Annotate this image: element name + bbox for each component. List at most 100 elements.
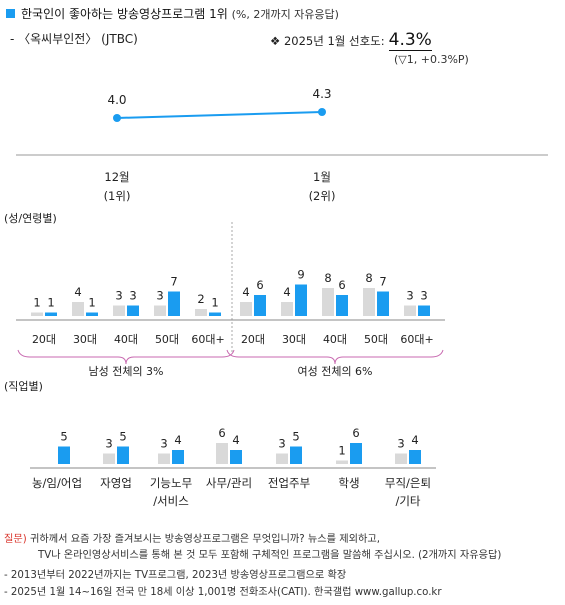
preference-line: ❖ 2025년 1월 선호도: 4.3% xyxy=(270,30,432,51)
female-current-value: 7 xyxy=(379,275,386,289)
occupation-previous-bar xyxy=(216,443,228,464)
occupation-category-label: 무직/은퇴 xyxy=(385,476,431,490)
male-current-bar xyxy=(209,312,221,316)
occupation-current-value: 6 xyxy=(352,426,359,440)
female-previous-value: 4 xyxy=(242,285,249,299)
section-title-gender-age: (성/연령별) xyxy=(4,212,57,225)
age-category-label: 60대+ xyxy=(191,333,224,346)
trend-value-label: 4.0 xyxy=(107,93,126,107)
occupation-previous-bar xyxy=(103,453,115,464)
female-current-bar xyxy=(418,305,430,316)
chart-title: 한국인이 좋아하는 방송영상프로그램 1위 (%, 2개까지 자유응답) xyxy=(6,5,339,22)
occupation-current-bar xyxy=(172,450,184,464)
occupation-current-bar xyxy=(290,446,302,464)
age-category-label: 50대 xyxy=(155,333,179,346)
occupation-category-label: 사무/관리 xyxy=(206,476,252,490)
occupation-category-label: /서비스 xyxy=(153,494,189,508)
program-name: - 〈옥씨부인전〉 (JTBC) xyxy=(10,32,138,46)
age-category-label: 40대 xyxy=(114,333,138,346)
age-category-label: 30대 xyxy=(73,333,97,346)
preference-value: 4.3% xyxy=(388,30,432,51)
male-current-value: 1 xyxy=(47,296,54,310)
male-previous-bar xyxy=(154,305,166,316)
female-current-bar xyxy=(336,295,348,316)
age-category-label: 40대 xyxy=(323,333,347,346)
male-previous-bar xyxy=(113,305,125,316)
male-current-value: 3 xyxy=(129,289,136,303)
preference-label: ❖ 2025년 1월 선호도: xyxy=(270,34,385,48)
title-text: 한국인이 좋아하는 방송영상프로그램 1위 xyxy=(21,7,228,21)
footnote-1: - 2013년부터 2022년까지는 TV프로그램, 2023년 방송영상프로그… xyxy=(4,570,347,581)
occupation-previous-value: 3 xyxy=(105,437,112,451)
occupation-current-bar xyxy=(409,450,421,464)
female-current-value: 6 xyxy=(256,278,263,292)
male-current-bar xyxy=(127,305,139,316)
question-line-1: 질문) 귀하께서 요즘 가장 즐겨보시는 방송영상프로그램은 무엇입니까? 뉴스… xyxy=(4,530,380,545)
trend-x-label: 1월 xyxy=(313,170,331,184)
female-previous-value: 8 xyxy=(324,271,331,285)
occupation-previous-value: 6 xyxy=(218,426,225,440)
male-current-bar xyxy=(168,291,180,316)
male-previous-bar xyxy=(72,302,84,316)
female-previous-bar xyxy=(240,302,252,316)
female-previous-bar xyxy=(404,305,416,316)
female-previous-value: 4 xyxy=(283,285,290,299)
female-previous-bar xyxy=(322,288,334,316)
occupation-current-bar xyxy=(230,450,242,464)
occupation-current-value: 4 xyxy=(411,433,418,447)
male-current-bar xyxy=(86,312,98,316)
question-text-2: TV나 온라인영상서비스를 통해 본 것 모두 포함해 구체적인 프로그램을 말… xyxy=(38,550,502,561)
occupation-current-value: 4 xyxy=(232,433,239,447)
trend-point xyxy=(113,114,121,122)
occupation-category-label: 자영업 xyxy=(100,476,132,490)
section-title-occupation: (직업별) xyxy=(4,380,43,393)
group-brace xyxy=(17,349,235,365)
age-category-label: 30대 xyxy=(282,333,306,346)
occupation-previous-value: 3 xyxy=(160,437,167,451)
title-unit: (%, 2개까지 자유응답) xyxy=(231,8,339,21)
male-current-value: 1 xyxy=(88,296,95,310)
group-brace xyxy=(226,349,444,365)
question-text-1: 귀하께서 요즘 가장 즐겨보시는 방송영상프로그램은 무엇입니까? 뉴스를 제외… xyxy=(29,534,380,545)
occupation-category-label: /기타 xyxy=(395,494,420,508)
trend-rank-label: (1위) xyxy=(104,189,131,203)
male-current-value: 1 xyxy=(211,296,218,310)
male-previous-value: 4 xyxy=(74,285,81,299)
group-total-label: 남성 전체의 3% xyxy=(88,365,163,378)
age-category-label: 20대 xyxy=(32,333,56,346)
male-previous-bar xyxy=(195,309,207,316)
occupation-category-label: 학생 xyxy=(338,476,359,490)
trend-x-label: 12월 xyxy=(104,170,129,184)
preference-change: (▽1, +0.3%P) xyxy=(394,53,469,66)
male-previous-value: 3 xyxy=(156,289,163,303)
female-previous-bar xyxy=(363,288,375,316)
age-category-label: 60대+ xyxy=(400,333,433,346)
trend-point xyxy=(318,108,326,116)
occupation-current-value: 5 xyxy=(60,430,67,444)
male-previous-value: 2 xyxy=(197,292,204,306)
female-previous-value: 8 xyxy=(365,271,372,285)
question-label: 질문) xyxy=(4,534,27,545)
occupation-previous-bar xyxy=(158,453,170,464)
occupation-category-label: 농/임/어업 xyxy=(32,476,82,490)
trend-rank-label: (2위) xyxy=(309,189,336,203)
occupation-current-bar xyxy=(350,443,362,464)
occupation-previous-bar xyxy=(276,453,288,464)
occupation-previous-value: 3 xyxy=(397,437,404,451)
female-previous-value: 3 xyxy=(406,289,413,303)
occupation-current-value: 4 xyxy=(174,433,181,447)
title-square-icon xyxy=(6,9,15,18)
female-previous-bar xyxy=(281,302,293,316)
age-category-label: 20대 xyxy=(241,333,265,346)
female-current-value: 3 xyxy=(420,289,427,303)
female-current-value: 9 xyxy=(297,268,304,282)
trend-value-label: 4.3 xyxy=(312,87,331,101)
female-current-value: 6 xyxy=(338,278,345,292)
occupation-current-bar xyxy=(58,446,70,464)
occupation-current-value: 5 xyxy=(292,430,299,444)
occupation-previous-value: 1 xyxy=(338,444,345,458)
female-current-bar xyxy=(295,284,307,316)
group-total-label: 여성 전체의 6% xyxy=(297,365,372,378)
occupation-current-value: 5 xyxy=(119,430,126,444)
